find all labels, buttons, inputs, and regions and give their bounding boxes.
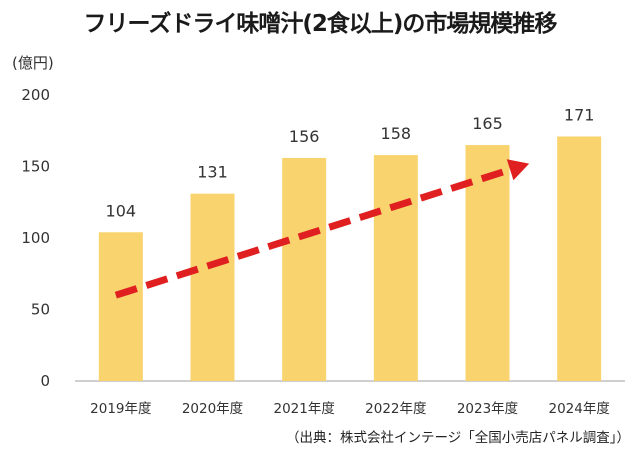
trend-arrow xyxy=(114,159,530,299)
source-note: （出典：株式会社インテージ「全国小売店パネル調査」） xyxy=(286,430,630,446)
chart-title: フリーズドライ味噌汁(2食以上)の市場規模推移 xyxy=(83,11,558,37)
category-label: 2020年度 xyxy=(182,401,243,417)
y-tick-label: 150 xyxy=(21,158,50,176)
bar xyxy=(282,157,327,381)
category-label: 2024年度 xyxy=(548,401,609,417)
category-label: 2022年度 xyxy=(365,401,426,417)
y-axis-unit-label: (億円) xyxy=(12,54,54,72)
category-label: 2023年度 xyxy=(457,401,518,417)
category-labels: 2019年度 2020年度 2021年度 2022年度 2023年度 2024年度 xyxy=(90,401,610,417)
y-tick-label: 50 xyxy=(31,301,50,319)
data-label: 171 xyxy=(564,105,595,124)
category-label: 2021年度 xyxy=(273,401,334,417)
bar xyxy=(98,232,143,381)
data-label: 131 xyxy=(197,163,228,182)
data-label: 156 xyxy=(289,127,320,146)
trend-arrow-head xyxy=(506,159,530,181)
data-label: 158 xyxy=(381,124,412,143)
bar xyxy=(373,155,418,381)
y-tick-label: 0 xyxy=(40,372,50,390)
trend-arrow-shaft xyxy=(114,166,512,299)
bar xyxy=(557,136,602,381)
y-tick-label: 100 xyxy=(21,229,50,247)
y-axis-ticks: 0 50 100 150 200 xyxy=(21,86,50,390)
category-label: 2019年度 xyxy=(90,401,151,417)
data-labels: 104 131 156 158 165 171 xyxy=(106,105,595,220)
bar xyxy=(190,193,235,381)
data-label: 165 xyxy=(472,114,503,133)
bars xyxy=(98,136,602,381)
y-tick-label: 200 xyxy=(21,86,50,104)
data-label: 104 xyxy=(106,201,137,220)
